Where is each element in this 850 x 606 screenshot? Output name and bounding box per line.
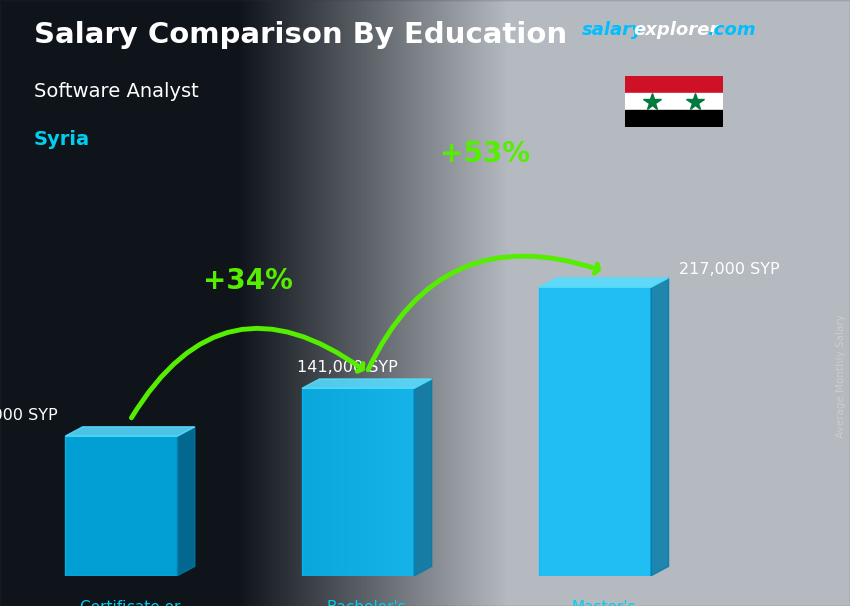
Text: explorer: explorer [633,21,718,39]
Text: .com: .com [707,21,756,39]
Bar [625,93,722,110]
Text: salary: salary [582,21,644,39]
Text: 141,000 SYP: 141,000 SYP [297,360,398,375]
Polygon shape [302,379,432,388]
Text: 217,000 SYP: 217,000 SYP [678,262,779,276]
Polygon shape [651,278,669,576]
Text: Bachelor's
Degree: Bachelor's Degree [327,599,407,606]
Polygon shape [65,427,195,436]
Text: Master's
Degree: Master's Degree [571,599,636,606]
Bar [625,110,722,127]
Bar [625,76,722,93]
Text: Software Analyst: Software Analyst [34,82,199,101]
Text: +53%: +53% [440,139,530,168]
Bar [302,388,414,576]
Text: Certificate or
Diploma: Certificate or Diploma [80,599,180,606]
Text: Salary Comparison By Education: Salary Comparison By Education [34,21,567,49]
Bar [539,287,651,576]
Text: +34%: +34% [203,267,293,295]
Bar [65,436,178,576]
Text: Syria: Syria [34,130,90,149]
Text: Average Monthly Salary: Average Monthly Salary [836,314,846,438]
Polygon shape [178,427,195,576]
Text: 105,000 SYP: 105,000 SYP [0,408,58,423]
Polygon shape [414,379,432,576]
Polygon shape [539,278,669,287]
